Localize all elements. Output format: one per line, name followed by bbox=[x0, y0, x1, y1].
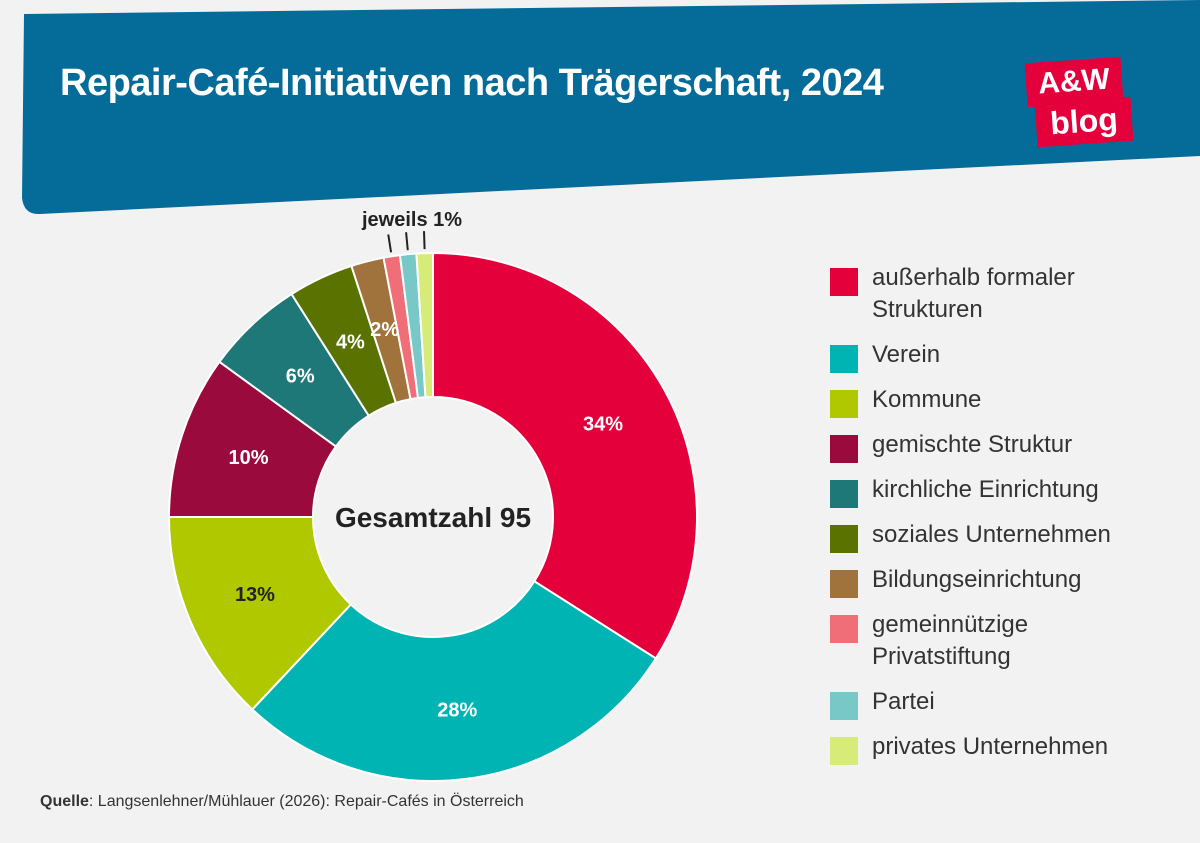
legend-swatch bbox=[830, 268, 858, 296]
legend-item: privates Unternehmen bbox=[830, 731, 1170, 765]
legend-label: soziales Unternehmen bbox=[872, 521, 1111, 548]
center-label: Gesamtzahl 95 bbox=[335, 502, 531, 533]
donut-slice-0 bbox=[432, 251, 698, 660]
legend-swatch bbox=[830, 390, 858, 418]
legend-swatch bbox=[830, 480, 858, 508]
callout-tick-9 bbox=[423, 231, 426, 250]
legend-swatch bbox=[830, 692, 858, 720]
legend-swatch bbox=[830, 525, 858, 553]
callout-tick-8 bbox=[405, 232, 409, 251]
legend-item: gemischte Struktur bbox=[830, 429, 1170, 463]
slice-label-5: 4% bbox=[336, 331, 365, 353]
source-note: Quelle: Langsenlehner/Mühlauer (2026): R… bbox=[40, 793, 524, 811]
legend-item: Partei bbox=[830, 686, 1170, 720]
source-text: : Langsenlehner/Mühlauer (2026): Repair-… bbox=[88, 793, 524, 810]
slice-label-6: 2% bbox=[370, 319, 399, 341]
legend-label: gemeinnützige Privatstiftung bbox=[872, 611, 1029, 670]
donut-slice-1 bbox=[250, 579, 658, 782]
slice-label-3: 10% bbox=[228, 447, 268, 469]
source-label: Quelle bbox=[40, 793, 89, 810]
slice-label-0: 34% bbox=[583, 414, 623, 436]
legend-label: Bildungseinrichtung bbox=[872, 566, 1082, 593]
slice-label-2: 13% bbox=[235, 584, 275, 606]
legend-label: kirchliche Einrichtung bbox=[872, 476, 1099, 503]
donut-slice-2 bbox=[167, 516, 353, 711]
legend-label: außerhalb formaler Strukturen bbox=[872, 264, 1075, 323]
legend-item: soziales Unternehmen bbox=[830, 519, 1170, 553]
legend-swatch bbox=[830, 615, 858, 643]
legend-swatch bbox=[830, 435, 858, 463]
legend-item: Verein bbox=[830, 339, 1170, 373]
legend-item: außerhalb formaler Strukturen bbox=[830, 262, 1170, 326]
legend-label: Verein bbox=[872, 341, 941, 368]
callout-label: jeweils 1% bbox=[361, 209, 462, 231]
legend-label: Partei bbox=[872, 688, 935, 715]
legend-item: kirchliche Einrichtung bbox=[830, 474, 1170, 508]
header-banner bbox=[22, 0, 1200, 215]
legend-label: gemischte Struktur bbox=[872, 431, 1073, 458]
legend-item: Kommune bbox=[830, 384, 1170, 418]
legend-swatch bbox=[830, 737, 858, 765]
slice-label-1: 28% bbox=[437, 699, 477, 721]
slice-label-4: 6% bbox=[286, 366, 315, 388]
legend-swatch bbox=[830, 345, 858, 373]
legend-item: gemeinnützige Privatstiftung bbox=[830, 609, 1170, 673]
legend-swatch bbox=[830, 570, 858, 598]
callout-tick-7 bbox=[387, 234, 393, 253]
chart-title: Repair-Café-Initiativen nach Trägerschaf… bbox=[60, 62, 884, 104]
legend-label: privates Unternehmen bbox=[872, 733, 1109, 760]
legend-item: Bildungseinrichtung bbox=[830, 564, 1170, 598]
donut-slice-9 bbox=[415, 251, 434, 399]
legend-label: Kommune bbox=[872, 386, 982, 413]
